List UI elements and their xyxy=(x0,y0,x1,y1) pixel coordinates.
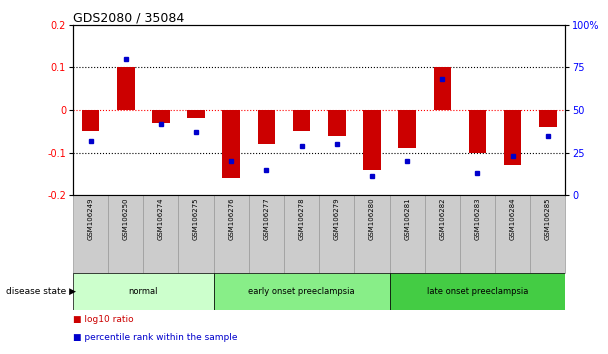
Text: GSM106281: GSM106281 xyxy=(404,198,410,240)
Bar xyxy=(354,195,390,273)
Bar xyxy=(363,110,381,170)
Text: ■ percentile rank within the sample: ■ percentile rank within the sample xyxy=(73,333,238,342)
Text: GSM106250: GSM106250 xyxy=(123,198,129,240)
Bar xyxy=(187,110,205,119)
Text: GSM106280: GSM106280 xyxy=(369,198,375,240)
Text: GSM106275: GSM106275 xyxy=(193,198,199,240)
Text: GSM106284: GSM106284 xyxy=(510,198,516,240)
Bar xyxy=(504,110,522,165)
Bar xyxy=(213,273,390,310)
Bar xyxy=(434,67,451,110)
Text: GSM106276: GSM106276 xyxy=(228,198,234,240)
Text: GSM106249: GSM106249 xyxy=(88,198,94,240)
Bar xyxy=(213,195,249,273)
Bar xyxy=(425,195,460,273)
Text: ■ log10 ratio: ■ log10 ratio xyxy=(73,315,134,324)
Text: disease state ▶: disease state ▶ xyxy=(6,287,76,296)
Text: GSM106277: GSM106277 xyxy=(263,198,269,240)
Bar xyxy=(539,110,557,127)
Bar xyxy=(249,195,284,273)
Bar xyxy=(390,273,565,310)
Bar xyxy=(223,110,240,178)
Bar xyxy=(293,110,311,131)
Bar xyxy=(284,195,319,273)
Text: GSM106283: GSM106283 xyxy=(474,198,480,240)
Bar xyxy=(73,195,108,273)
Bar xyxy=(495,195,530,273)
Text: GSM106285: GSM106285 xyxy=(545,198,551,240)
Bar xyxy=(530,195,565,273)
Text: GDS2080 / 35084: GDS2080 / 35084 xyxy=(73,12,184,25)
Text: GSM106279: GSM106279 xyxy=(334,198,340,240)
Text: late onset preeclampsia: late onset preeclampsia xyxy=(427,287,528,296)
Bar xyxy=(117,67,134,110)
Bar xyxy=(152,110,170,123)
Bar xyxy=(258,110,275,144)
Bar xyxy=(108,195,143,273)
Bar xyxy=(319,195,354,273)
Bar xyxy=(81,110,99,131)
Bar xyxy=(179,195,213,273)
Text: GSM106274: GSM106274 xyxy=(158,198,164,240)
Bar xyxy=(469,110,486,153)
Text: GSM106278: GSM106278 xyxy=(299,198,305,240)
Text: GSM106282: GSM106282 xyxy=(440,198,445,240)
Bar xyxy=(328,110,345,136)
Bar xyxy=(460,195,495,273)
Text: early onset preeclampsia: early onset preeclampsia xyxy=(248,287,355,296)
Bar xyxy=(398,110,416,148)
Bar xyxy=(143,195,179,273)
Bar xyxy=(73,273,213,310)
Text: normal: normal xyxy=(128,287,158,296)
Bar xyxy=(390,195,425,273)
